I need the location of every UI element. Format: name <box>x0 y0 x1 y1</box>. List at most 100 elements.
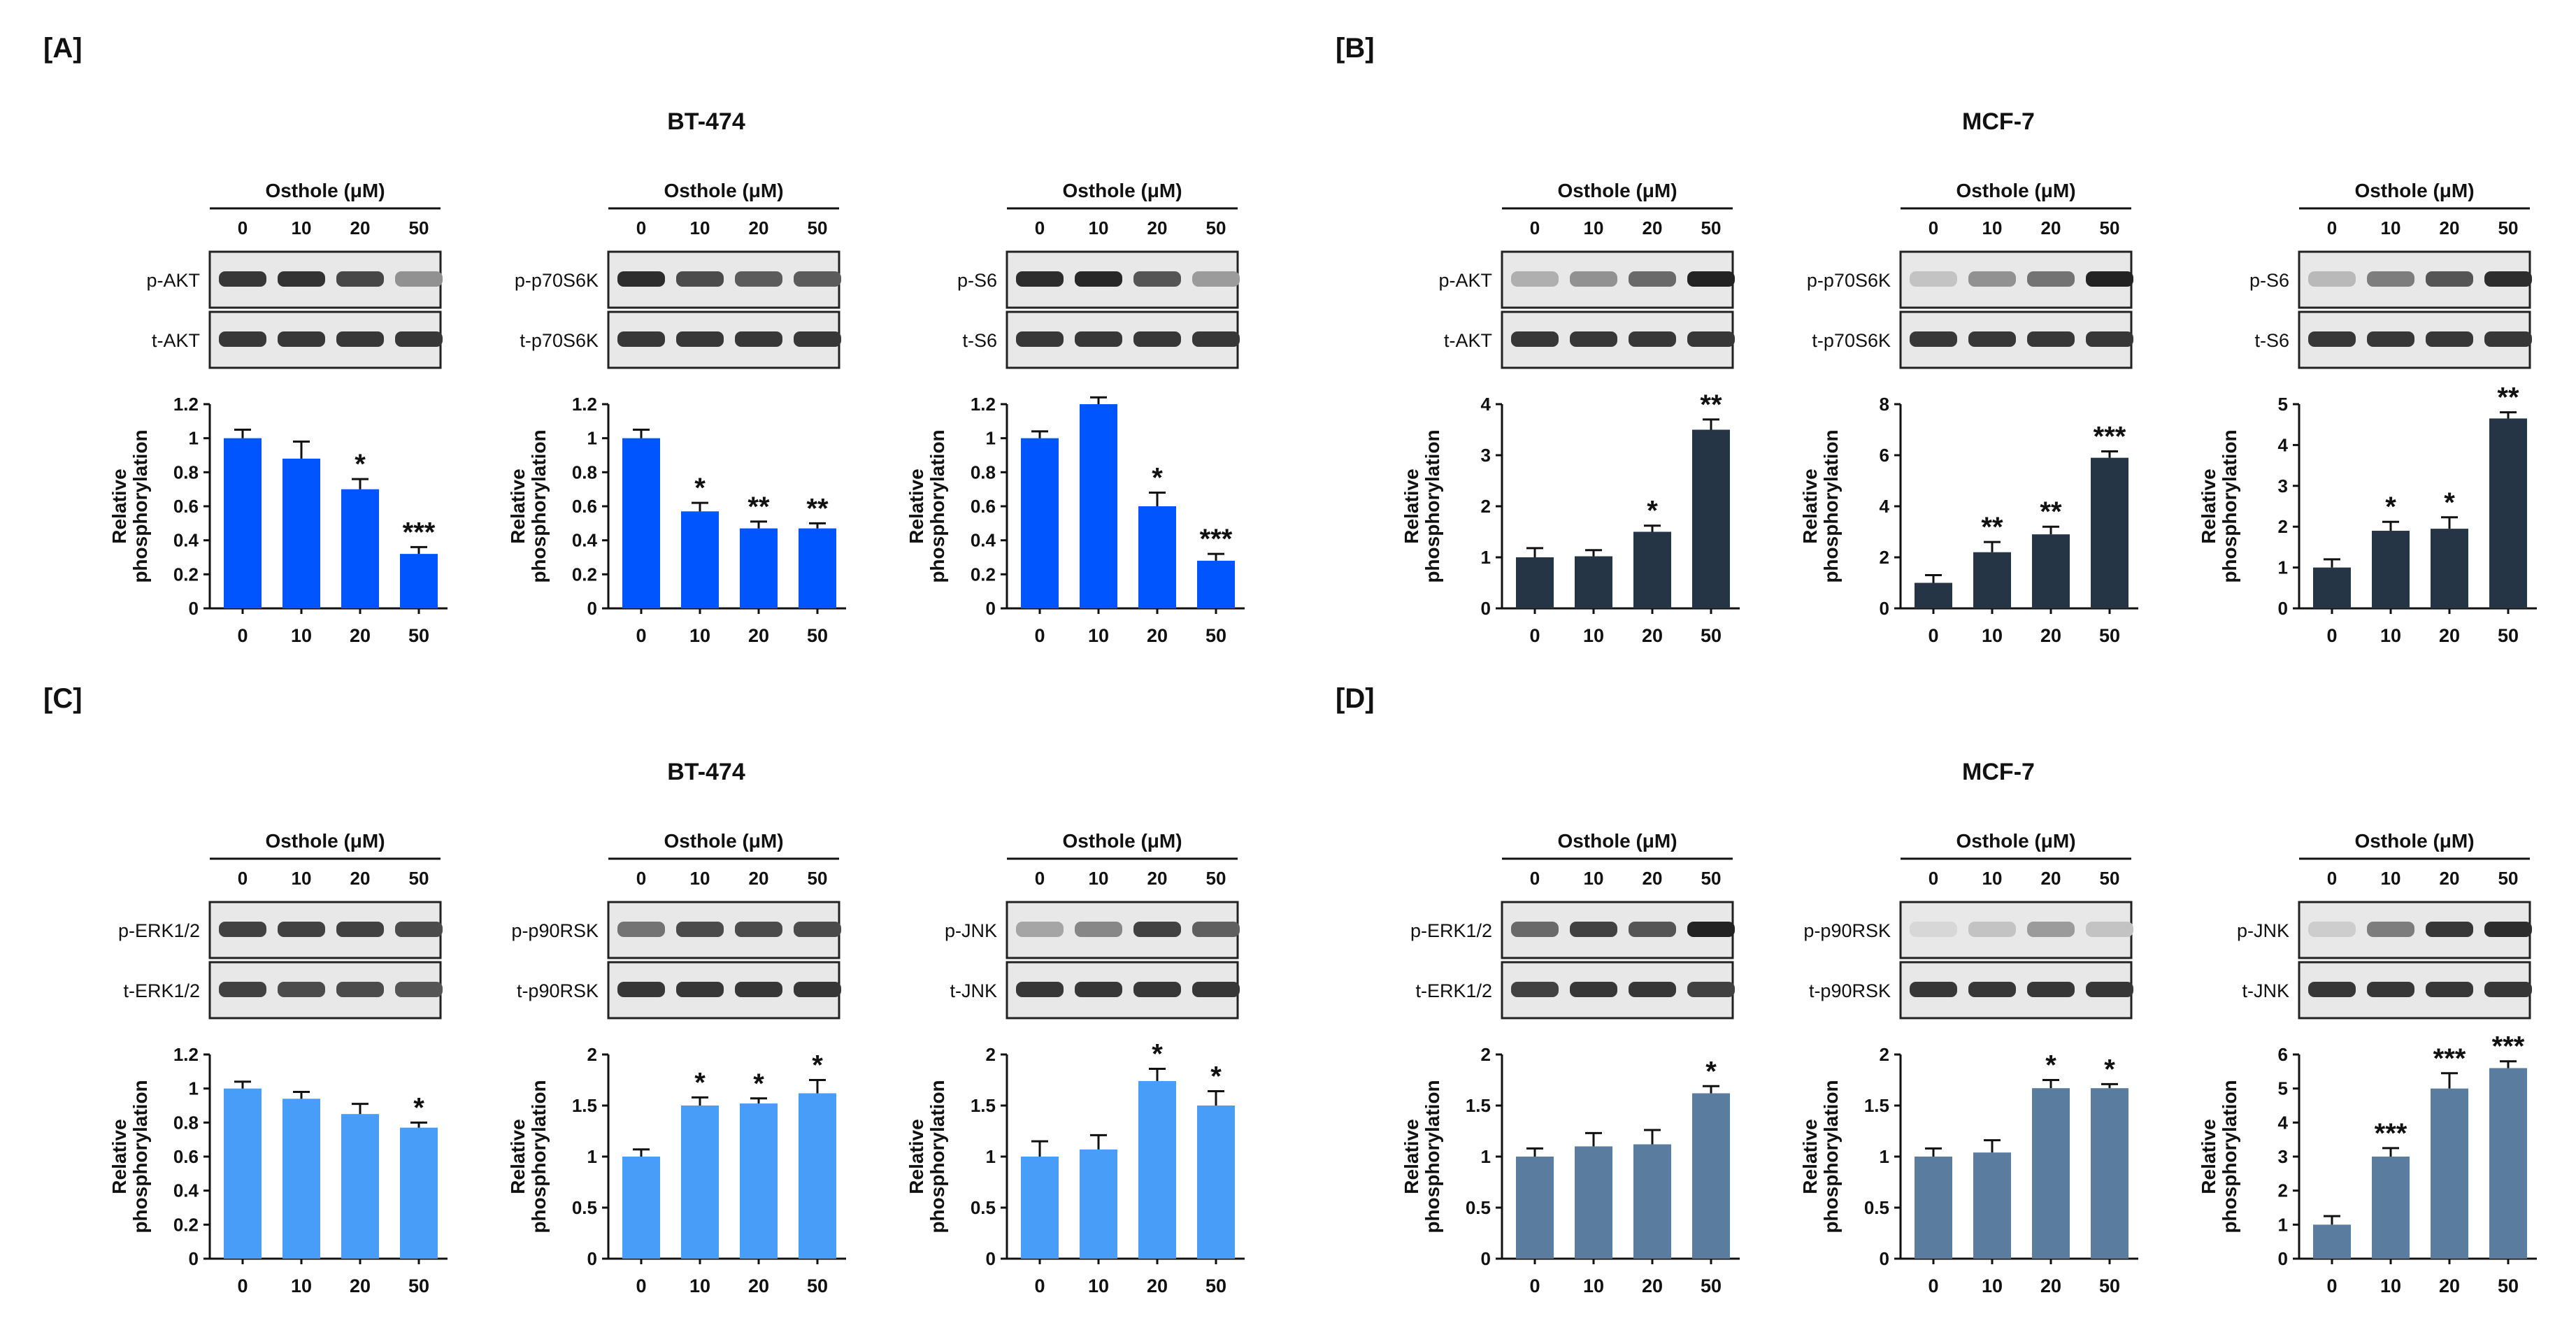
dose-label: 0 <box>238 868 248 889</box>
bar <box>2313 567 2351 608</box>
blot-band <box>219 271 266 287</box>
bar <box>681 511 719 608</box>
blot-band <box>2426 922 2473 937</box>
blot-band <box>1687 922 1735 937</box>
blot-band <box>2367 271 2414 287</box>
blot-band <box>2086 271 2133 287</box>
x-tick-label: 20 <box>1642 1275 1663 1296</box>
dose-label: 10 <box>690 868 710 889</box>
y-tick-label: 5 <box>2278 1078 2288 1099</box>
blot-band <box>1910 922 1957 937</box>
bar <box>740 1103 778 1259</box>
significance-marker: *** <box>2375 1118 2407 1149</box>
dose-label: 10 <box>1584 217 1604 238</box>
dose-label: 50 <box>1701 868 1722 889</box>
x-tick-label: 50 <box>408 1275 429 1296</box>
x-tick-label: 20 <box>1147 1275 1168 1296</box>
blot-band <box>794 922 841 937</box>
dose-label: 50 <box>2100 868 2120 889</box>
blot-band <box>617 922 665 937</box>
dose-label: 10 <box>292 217 312 238</box>
blot-band <box>1968 331 2016 347</box>
blot-band <box>2426 982 2473 997</box>
dose-label: 0 <box>1929 868 1938 889</box>
significance-marker: * <box>753 1068 764 1099</box>
blot-label-phospho: p-S6 <box>2249 270 2289 291</box>
blot-band <box>1968 271 2016 287</box>
y-tick-label: 0 <box>1481 1248 1491 1269</box>
bar <box>1633 1144 1671 1259</box>
blot-band <box>1629 271 1676 287</box>
y-tick-label: 4 <box>2278 1112 2289 1133</box>
blot-label-phospho: p-p70S6K <box>515 270 599 291</box>
dose-label: 0 <box>1530 217 1540 238</box>
blot-band <box>676 331 724 347</box>
blot-band <box>2308 982 2356 997</box>
y-tick-label: 0.6 <box>173 1146 199 1167</box>
significance-marker: * <box>2104 1054 2115 1085</box>
blot-label-phospho: p-p70S6K <box>1807 270 1891 291</box>
bar <box>341 1114 379 1259</box>
dose-label: 50 <box>808 217 828 238</box>
x-tick-label: 50 <box>1701 1275 1722 1296</box>
blot-band <box>1910 271 1957 287</box>
bar <box>2091 1088 2128 1259</box>
significance-marker: * <box>2045 1050 2056 1081</box>
significance-marker: *** <box>403 517 436 548</box>
bar <box>681 1106 719 1259</box>
blot-band <box>1687 331 1735 347</box>
bar <box>1516 557 1554 608</box>
y-tick-label: 1 <box>189 1078 199 1099</box>
significance-marker: * <box>1210 1061 1222 1092</box>
bar <box>2431 1088 2468 1259</box>
bar <box>1575 1146 1612 1259</box>
dose-label: 10 <box>1982 217 2003 238</box>
blot-label-total: t-JNK <box>2242 980 2290 1001</box>
dose-label: 20 <box>350 868 371 889</box>
bar <box>2372 531 2410 608</box>
bar <box>740 528 778 608</box>
blot-band <box>1192 922 1240 937</box>
blot-band <box>735 271 782 287</box>
x-tick-label: 20 <box>2439 625 2460 646</box>
y-axis-label: phosphorylation <box>1820 429 1842 582</box>
y-tick-label: 1 <box>986 1146 996 1167</box>
blot-band <box>2484 331 2532 347</box>
y-tick-label: 0.4 <box>971 530 996 551</box>
blot-band <box>1016 271 1064 287</box>
y-tick-label: 0.5 <box>1466 1197 1491 1218</box>
x-tick-label: 0 <box>1034 1275 1045 1296</box>
y-axis-label: phosphorylation <box>926 429 948 582</box>
bar <box>799 528 836 608</box>
y-tick-label: 1.2 <box>572 394 597 415</box>
subfigure: Osthole (μM)0 10 20 50p-p70S6Kt-p70S6K00.20… <box>507 180 846 646</box>
y-axis-label: Relative <box>1799 1119 1821 1194</box>
blot-band <box>278 331 325 347</box>
significance-marker: *** <box>2094 422 2126 452</box>
y-axis-label: phosphorylation <box>2219 1080 2240 1233</box>
y-tick-label: 2 <box>587 1044 597 1065</box>
blot-band <box>278 922 325 937</box>
blot-band <box>794 982 841 997</box>
bar <box>1138 1080 1176 1259</box>
blot-band <box>1968 982 2016 997</box>
blot-band <box>395 922 443 937</box>
blot-band <box>676 982 724 997</box>
cell-line-title: BT-474 <box>667 759 745 785</box>
y-tick-label: 2 <box>1880 1044 1889 1065</box>
y-tick-label: 0 <box>986 1248 996 1269</box>
x-tick-label: 20 <box>748 1275 769 1296</box>
y-tick-label: 0.2 <box>971 564 996 585</box>
y-tick-label: 2 <box>2278 516 2288 537</box>
y-tick-label: 1.2 <box>971 394 996 415</box>
blot-label-total: t-p90RSK <box>517 980 599 1001</box>
y-tick-label: 0.8 <box>173 462 199 482</box>
bar <box>2489 418 2527 608</box>
treatment-label: Osthole (μM) <box>1956 180 2075 201</box>
x-tick-label: 20 <box>350 1275 371 1296</box>
bar <box>1915 582 1952 608</box>
y-axis-label: Relative <box>507 469 529 543</box>
bar <box>400 1127 438 1259</box>
blot-band <box>219 922 266 937</box>
